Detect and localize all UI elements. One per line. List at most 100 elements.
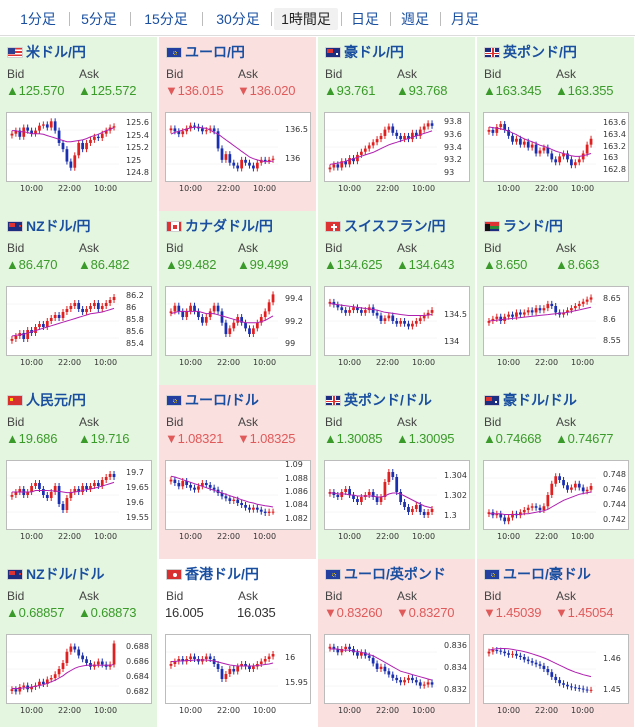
candlestick-svg <box>325 120 437 173</box>
pair-title-link[interactable]: NZドル/円 <box>7 217 91 235</box>
candle-body <box>185 128 189 132</box>
price-chart[interactable]: 8.65 8.6 8.55 <box>483 286 629 356</box>
rate-card[interactable]: カナダドル/円 Bid Ask ▲99.482 ▲99.499 99.4 99.2 99 10:… <box>159 211 317 385</box>
rate-card[interactable]: 英ポンド/ドル Bid Ask ▲1.30085 ▲1.30095 1.304 1.302 1… <box>318 385 476 559</box>
price-chart[interactable]: 1.46 1.45 <box>483 634 629 704</box>
pair-name[interactable]: ユーロ/円 <box>185 44 245 60</box>
pair-name[interactable]: スイスフラン/円 <box>344 218 446 234</box>
pair-name[interactable]: NZドル/円 <box>26 218 91 234</box>
tab-6[interactable]: 日足 <box>351 11 379 27</box>
rate-card[interactable]: 人民元/円 Bid Ask ▲19.686 ▲19.716 19.7 19.65 19.6 19… <box>0 385 158 559</box>
pair-title-link[interactable]: NZドル/ドル <box>7 565 105 583</box>
pair-name[interactable]: カナダドル/円 <box>185 218 273 234</box>
candle-body <box>336 164 340 168</box>
candle-body <box>193 125 196 127</box>
pair-name[interactable]: 英ポンド/ドル <box>344 392 432 408</box>
rate-card[interactable]: 米ドル/円 Bid Ask ▲125.570 ▲125.572 125.6 125.4 125… <box>0 37 158 211</box>
price-chart[interactable]: 99.4 99.2 99 <box>165 286 311 356</box>
candle-body <box>554 159 558 163</box>
price-chart[interactable]: 163.6 163.4 163.2 163 162.8 <box>483 112 629 182</box>
pair-name[interactable]: 人民元/円 <box>26 392 86 408</box>
price-chart[interactable]: 16 15.95 <box>165 634 311 704</box>
moving-average-line <box>488 648 592 678</box>
price-chart[interactable]: 0.836 0.834 0.832 <box>324 634 470 704</box>
candle-body <box>89 139 92 143</box>
candle-body <box>22 333 26 339</box>
pair-title-link[interactable]: 米ドル/円 <box>7 43 86 61</box>
rate-card[interactable]: NZドル/ドル Bid Ask ▲0.68857 ▲0.68873 0.688 0.686 0… <box>0 559 158 727</box>
tab-1[interactable]: 1分足 <box>20 11 56 27</box>
candle-body <box>387 315 391 319</box>
candle-body <box>248 507 251 510</box>
rate-card[interactable]: ユーロ/英ポンド Bid Ask ▼0.83260 ▼0.83270 0.836 0.834… <box>318 559 476 727</box>
pair-title-link[interactable]: 英ポンド/ドル <box>325 391 432 409</box>
candle-body <box>216 664 220 669</box>
pair-title-link[interactable]: ユーロ/豪ドル <box>484 565 591 583</box>
price-chart[interactable]: 86.2 86 85.8 85.6 85.4 <box>6 286 152 356</box>
candle-body <box>73 646 77 650</box>
pair-title-link[interactable]: スイスフラン/円 <box>325 217 445 235</box>
candle-body <box>34 130 37 134</box>
price-chart[interactable]: 1.09 1.088 1.086 1.084 1.082 <box>165 460 311 530</box>
tab-2[interactable]: 5分足 <box>81 11 117 27</box>
x-tick-label: 22:00 <box>376 358 400 367</box>
pair-title-link[interactable]: ユーロ/円 <box>166 43 245 61</box>
rate-card[interactable]: 豪ドル/円 Bid Ask ▲93.761 ▲93.768 93.8 93.6 93.4 93.… <box>318 37 476 211</box>
pair-name[interactable]: ユーロ/英ポンド <box>344 566 446 582</box>
pair-name[interactable]: ユーロ/ドル <box>185 392 259 408</box>
pair-title-link[interactable]: 香港ドル/円 <box>166 565 259 583</box>
candle-body <box>511 135 514 142</box>
pair-name[interactable]: 豪ドル/円 <box>344 44 404 60</box>
price-chart[interactable]: 125.6 125.4 125.2 125 124.8 <box>6 112 152 182</box>
x-tick-label: 22:00 <box>376 184 400 193</box>
price-chart[interactable]: 1.304 1.302 1.3 <box>324 460 470 530</box>
price-chart[interactable]: 19.7 19.65 19.6 19.55 <box>6 460 152 530</box>
pair-title-link[interactable]: ユーロ/英ポンド <box>325 565 446 583</box>
candle-body <box>530 310 534 313</box>
pair-title-link[interactable]: ユーロ/ドル <box>166 391 259 409</box>
candle-body <box>49 492 53 498</box>
pair-name[interactable]: NZドル/ドル <box>26 566 105 582</box>
pair-title-link[interactable]: カナダドル/円 <box>166 217 273 235</box>
candle-body <box>93 303 96 306</box>
pair-title-link[interactable]: 豪ドル/ドル <box>484 391 577 409</box>
candle-body <box>383 318 387 321</box>
pair-name[interactable]: 豪ドル/ドル <box>503 392 577 408</box>
currency-flag-icon <box>7 47 23 58</box>
rate-card[interactable]: 香港ドル/円 Bid Ask 16.005 16.035 16 15.95 10:00 22:0… <box>159 559 317 727</box>
price-chart[interactable]: 136.5 136 <box>165 112 311 182</box>
pair-name[interactable]: 英ポンド/円 <box>503 44 577 60</box>
bid-value: ▼136.015 <box>165 83 224 98</box>
rate-card[interactable]: NZドル/円 Bid Ask ▲86.470 ▲86.482 86.2 86 85.8 85.6… <box>0 211 158 385</box>
tab-3[interactable]: 15分足 <box>144 11 188 27</box>
tab-7[interactable]: 週足 <box>401 11 429 27</box>
rate-card[interactable]: ユーロ/豪ドル Bid Ask ▼1.45039 ▼1.45054 1.46 1.45 10:… <box>477 559 635 727</box>
rate-card[interactable]: スイスフラン/円 Bid Ask ▲134.625 ▲134.643 134.5 134 10… <box>318 211 476 385</box>
rate-card[interactable]: 豪ドル/ドル Bid Ask ▲0.74668 ▲0.74677 0.748 0.746 0.… <box>477 385 635 559</box>
rate-card[interactable]: ユーロ/円 Bid Ask ▼136.015 ▼136.020 136.5 136 10:00… <box>159 37 317 211</box>
candle-body <box>49 678 53 680</box>
tab-4[interactable]: 30分足 <box>216 11 260 27</box>
price-chart[interactable]: 93.8 93.6 93.4 93.2 93 <box>324 112 470 182</box>
pair-name[interactable]: ユーロ/豪ドル <box>503 566 591 582</box>
price-chart[interactable]: 134.5 134 <box>324 286 470 356</box>
pair-title-link[interactable]: 英ポンド/円 <box>484 43 577 61</box>
candle-body <box>570 308 573 311</box>
price-chart[interactable]: 0.688 0.686 0.684 0.682 <box>6 634 152 704</box>
pair-name[interactable]: 米ドル/円 <box>26 44 86 60</box>
candle-body <box>518 138 522 145</box>
pair-name[interactable]: ランド/円 <box>503 218 563 234</box>
price-chart[interactable]: 0.748 0.746 0.744 0.742 <box>483 460 629 530</box>
candle-body <box>407 507 410 512</box>
tab-8[interactable]: 月足 <box>451 11 479 27</box>
rate-card[interactable]: 英ポンド/円 Bid Ask ▲163.345 ▲163.355 163.6 163.4 16… <box>477 37 635 211</box>
pair-title-link[interactable]: ランド/円 <box>484 217 563 235</box>
pair-name[interactable]: 香港ドル/円 <box>185 566 259 582</box>
x-tick-label: 10:00 <box>571 184 595 193</box>
rate-card[interactable]: ランド/円 Bid Ask ▲8.650 ▲8.663 8.65 8.6 8.55 10:00 2… <box>477 211 635 385</box>
pair-title-link[interactable]: 人民元/円 <box>7 391 86 409</box>
y-tick-label: 125 <box>126 155 142 165</box>
tab-5[interactable]: 1時間足 <box>274 8 338 30</box>
rate-card[interactable]: ユーロ/ドル Bid Ask ▼1.08321 ▼1.08325 1.09 1.088 1.0… <box>159 385 317 559</box>
pair-title-link[interactable]: 豪ドル/円 <box>325 43 404 61</box>
